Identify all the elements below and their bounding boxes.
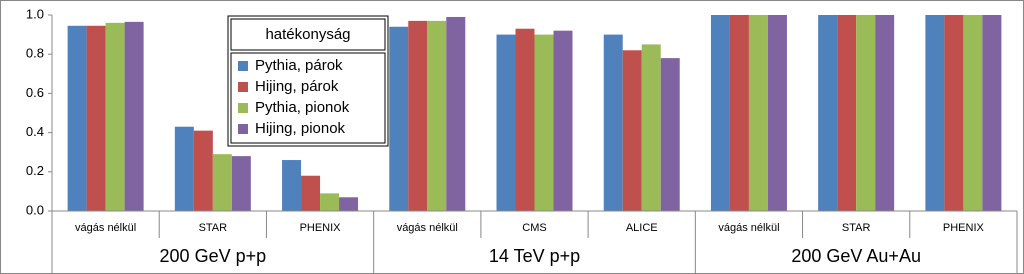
bar: [603, 34, 623, 211]
bar: [86, 25, 106, 212]
bar: [982, 15, 1002, 211]
bar: [837, 15, 857, 211]
bar: [105, 22, 125, 212]
bar: [446, 16, 466, 212]
x-tick-label: PHENIX: [943, 222, 985, 234]
bar: [748, 15, 768, 211]
bar: [427, 20, 447, 211]
x-tick-label: ALICE: [626, 222, 658, 234]
bar: [875, 15, 895, 211]
bar: [944, 15, 964, 211]
bar: [389, 26, 409, 212]
group-label: 14 TeV p+p: [489, 246, 580, 266]
bar: [925, 15, 945, 211]
bar: [339, 197, 359, 211]
x-tick-label: PHENIX: [300, 222, 342, 234]
bar: [320, 193, 340, 211]
legend-swatch: [238, 103, 248, 113]
x-tick-label: vágás nélkül: [75, 222, 136, 234]
group-label: 200 GeV p+p: [160, 246, 267, 266]
bar: [660, 58, 680, 212]
x-tick-label: vágás nélkül: [397, 222, 458, 234]
y-tick-label: 0.0: [26, 202, 44, 217]
bar: [553, 30, 573, 212]
legend-label: Pythia, párok: [255, 57, 343, 74]
bar: [767, 15, 787, 211]
x-tick-label: vágás nélkül: [718, 222, 779, 234]
legend-swatch: [238, 61, 248, 71]
legend-swatch: [238, 82, 248, 92]
y-tick-label: 0.4: [26, 124, 44, 139]
bar: [193, 130, 213, 211]
legend-entries-box: [230, 52, 386, 144]
bar: [622, 50, 642, 211]
x-tick-label: STAR: [199, 222, 228, 234]
bar: [496, 34, 516, 211]
bar: [212, 154, 232, 211]
legend-title: hatékonyság: [265, 26, 350, 43]
legend-label: Hijing, párok: [255, 78, 339, 95]
bar: [710, 15, 730, 211]
bar: [282, 160, 302, 211]
x-tick-label: CMS: [522, 222, 546, 234]
y-tick-label: 0.6: [26, 85, 44, 100]
bar: [174, 126, 194, 211]
bar: [408, 20, 428, 211]
bar: [856, 15, 876, 211]
bar: [301, 175, 321, 211]
bar: [67, 25, 87, 212]
bar: [729, 15, 749, 211]
bar: [231, 156, 251, 211]
legend-title-box: [230, 18, 386, 51]
legend-label: Hijing, pionok: [255, 120, 346, 137]
bar: [124, 21, 144, 211]
legend-swatch: [238, 124, 248, 134]
legend-label: Pythia, pionok: [255, 99, 350, 116]
bar: [641, 44, 661, 212]
x-tick-label: STAR: [842, 222, 871, 234]
group-label: 200 GeV Au+Au: [791, 246, 921, 266]
y-tick-label: 1.0: [26, 6, 44, 21]
bar: [818, 15, 838, 211]
bar: [534, 34, 554, 211]
bar: [963, 15, 983, 211]
y-tick-label: 0.8: [26, 46, 44, 61]
y-tick-label: 0.2: [26, 163, 44, 178]
bar: [515, 28, 535, 211]
